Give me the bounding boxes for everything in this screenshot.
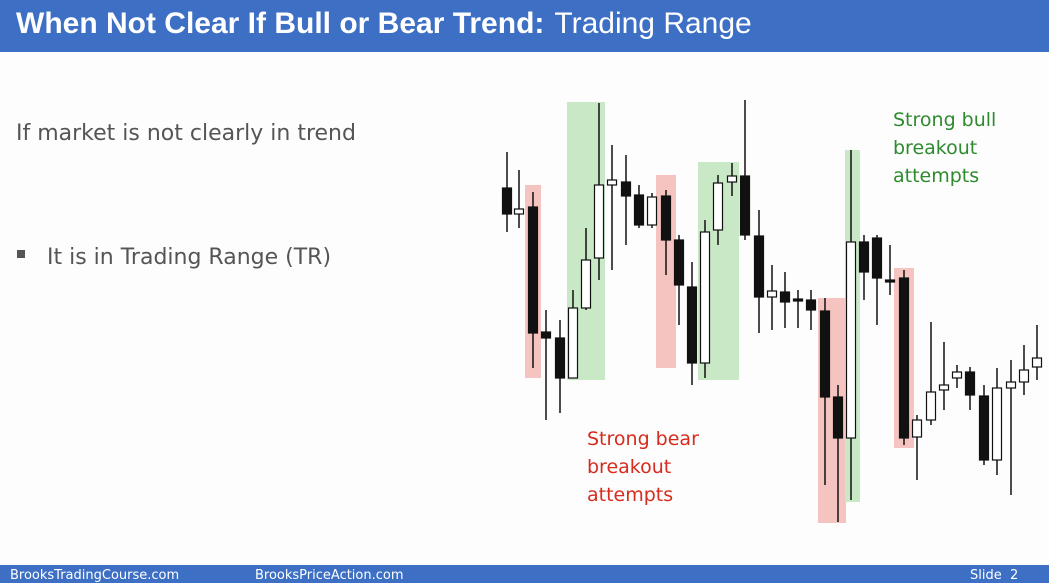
footer-left: BrooksTradingCourse.com [10,568,179,583]
bear-note: breakout [587,456,671,478]
candle-body [991,387,1003,461]
candle-body [898,277,910,439]
candle-body [1031,357,1043,368]
bear-note: Strong bear [587,428,699,450]
bull-note: breakout [893,137,977,159]
candle-body [633,194,645,226]
candle-body [593,184,605,259]
footer-bar [0,565,1049,583]
candle-body [951,371,963,379]
candle-body [646,196,658,226]
candle-body [858,241,870,273]
candle-body [513,208,525,215]
bull-note: Strong bull [893,109,996,131]
candle-body [845,241,857,439]
candle-body [884,279,896,283]
candle-body [673,239,685,286]
candle-body [580,259,592,309]
candle-body [753,235,765,298]
candle-body [978,395,990,461]
candle-body [1005,381,1017,389]
footer-center: BrooksPriceAction.com [255,568,404,583]
candle-body [871,237,883,279]
candle-body [567,307,579,379]
candle-body [792,298,804,302]
title-bold: When Not Clear If Bull or Bear Trend: [16,7,544,40]
candle-body [805,299,817,311]
candle-body [527,206,539,334]
bullet [17,250,25,258]
bear-note: attempts [587,484,673,506]
footer-right: Slide 2 [970,568,1018,583]
candle-body [660,195,672,241]
candle-body [554,337,566,379]
candle-body [712,182,724,231]
intro-text: If market is not clearly in trend [16,121,356,146]
bull-note: attempts [893,165,979,187]
candle-body [819,310,831,398]
candle-body [766,290,778,298]
candle-body [501,187,513,215]
candle-body [686,286,698,364]
candle-body [964,371,976,396]
candle-body [911,419,923,438]
candle-body [606,179,618,186]
slide-title: When Not Clear If Bull or Bear Trend: Tra… [16,7,752,40]
candle-body [699,231,711,364]
candle-body [779,291,791,303]
candle-body [938,384,950,391]
title-rest: Trading Range [554,7,751,40]
bullet-text: It is in Trading Range (TR) [47,245,331,270]
candle-body [1018,369,1030,383]
candle-body [739,175,751,236]
candlestick-chart [501,100,1043,523]
candle-body [832,396,844,439]
candle-body [726,175,738,183]
candle-body [620,181,632,197]
candle-body [925,391,937,421]
candle-body [540,331,552,339]
header-bar [0,0,1049,52]
